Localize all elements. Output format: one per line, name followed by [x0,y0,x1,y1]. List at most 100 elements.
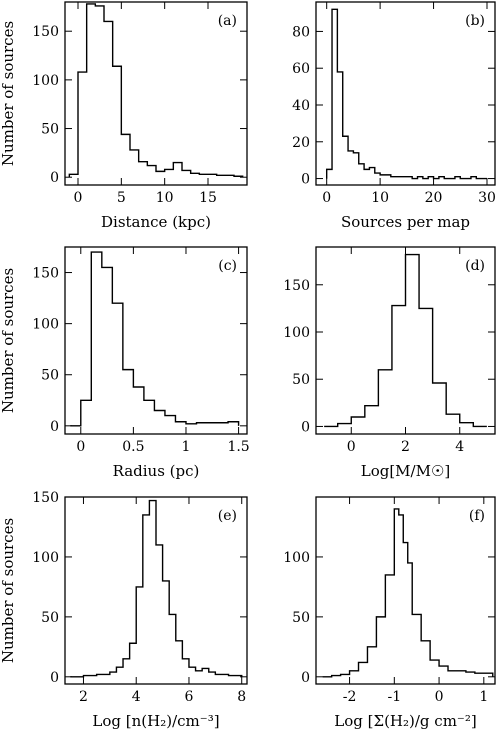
histogram-bin [130,150,139,177]
histogram-bin [439,177,444,179]
y-tick-label: 50 [41,122,59,138]
histogram-bin [228,422,239,426]
y-axis-label: Number of sources [0,518,17,663]
histogram-bin [121,134,130,177]
panel-label: (e) [218,508,237,524]
x-tick-label: 0 [74,190,83,206]
x-tick-label: -1 [387,689,401,705]
histogram-bin [343,136,348,178]
histogram-bin [143,515,150,677]
histogram-bin [448,671,457,677]
y-tick-label: 50 [41,368,59,384]
histogram-bin [412,614,421,676]
histogram-bin [202,668,209,676]
histogram-bin [403,543,407,677]
histogram-bin [418,177,423,179]
y-axis-label: Number of sources [0,268,17,413]
x-tick-label: 0 [435,689,444,705]
histogram-bin [147,166,156,178]
histogram-bin [156,545,163,677]
y-tick-label: 50 [292,372,310,388]
histogram-bin [407,177,412,179]
x-axis-label: Log [n(H₂)/cm⁻³] [92,712,219,730]
histogram-bin [367,647,376,677]
histogram-bin [144,400,155,426]
histogram-bin [338,424,352,427]
x-tick-label: 10 [371,190,389,206]
x-tick-label: 0 [76,439,85,455]
histogram-bin [392,306,406,427]
x-tick-label: 1 [182,439,191,455]
y-axis-label: Number of sources [0,21,17,166]
histogram-bin [394,509,398,677]
x-tick-label: 15 [199,190,217,206]
x-tick-label: 4 [132,689,141,705]
histogram-bin [460,423,474,427]
histogram-bin [419,308,433,426]
histogram-bin [229,676,242,677]
histogram-bin [385,175,390,179]
histogram-bin [123,659,130,677]
x-tick-label: 1 [479,689,488,705]
histogram-bin [375,173,380,179]
histogram-bin [149,501,156,677]
histogram-bin [110,672,117,677]
histogram-bin [209,672,216,677]
histogram-bin [182,170,191,177]
plot-frame [64,496,248,685]
histogram-steps [324,253,487,428]
histogram-bin [350,671,359,677]
plot-frame [64,246,248,435]
y-tick-label: 100 [283,550,310,566]
histogram-bin [165,169,174,177]
x-tick-label: 2 [401,439,410,455]
histogram-bin [337,72,342,179]
histogram-bin [348,151,353,179]
histogram-bin [81,400,92,426]
histogram-bin [163,581,170,677]
histogram-bin [466,672,475,677]
x-tick-label: 20 [425,190,443,206]
histogram-bin [341,674,350,676]
histogram-bin [225,175,234,177]
histogram-bin [133,387,144,426]
y-tick-label: 0 [50,670,59,686]
histogram-steps [70,499,243,678]
x-axis-label: Log [Σ(H₂)/g cm⁻²] [334,712,476,730]
plot-frame [64,1,248,186]
histogram-bin [175,422,186,426]
panel-label: (d) [465,258,485,274]
histogram-bin [136,587,143,677]
histogram-bin [176,641,183,677]
panel-e: 2 4 6 8 0 50 100 150 (e) Log [n(H₂)/cm⁻³] Number o… [0,490,248,730]
histogram-bin [380,175,385,179]
histogram-bin [457,671,466,677]
histogram-bin [87,4,96,177]
histogram-bin [102,267,113,425]
histogram-bin [199,174,208,177]
histogram-bin [430,660,439,677]
histogram-bin [378,370,392,427]
histogram-bin [446,414,460,426]
x-tick-label: 0 [322,190,331,206]
x-axis-label: Distance (kpc) [101,213,211,231]
y-tick-label: 150 [283,278,310,294]
histogram-bin [95,6,104,177]
plot-frame [315,1,496,186]
panel-label: (f) [469,508,485,524]
x-tick-label: 1.5 [227,439,249,455]
y-tick-label: 100 [32,550,59,566]
y-tick-label: 150 [32,490,59,506]
histogram-bin [139,162,148,178]
y-tick-label: 0 [301,172,310,188]
histogram-bin [215,674,228,676]
histogram-bin [364,169,369,178]
y-tick-label: 150 [32,24,59,40]
y-tick-label: 50 [292,610,310,626]
histogram-bin [401,177,406,179]
y-tick-label: 40 [292,98,310,114]
histogram-bin [186,424,197,426]
histogram-steps [68,3,244,178]
